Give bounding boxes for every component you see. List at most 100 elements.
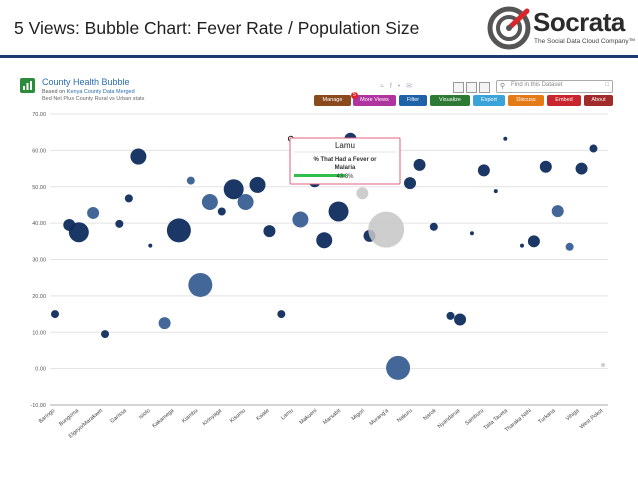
more-views-button[interactable]: More Views: [353, 95, 396, 106]
based-on-link[interactable]: Kenya County Data Merged: [66, 89, 135, 95]
x-tick-label: Samburu: [464, 408, 485, 427]
data-bubble: [413, 158, 426, 171]
y-tick-label: 0.00: [35, 367, 46, 373]
clear-search-icon[interactable]: □: [605, 82, 609, 88]
data-bubble: [148, 243, 153, 248]
y-tick-label: 70.00: [32, 112, 46, 118]
data-bubble: [575, 162, 588, 175]
data-bubble: [565, 242, 574, 251]
data-bubble: [446, 311, 455, 320]
discuss-button[interactable]: Discuss: [508, 95, 544, 106]
tooltip-value-bar: [294, 174, 346, 177]
tooltip-value: 43.3%: [336, 174, 354, 180]
data-bubble: [493, 189, 498, 194]
x-tick-label: Garissa: [109, 407, 128, 424]
dataset-based-on: Based on Kenya County Data Merged: [42, 89, 135, 95]
y-tick-label: 50.00: [32, 185, 46, 191]
data-bubble: [328, 201, 349, 222]
data-bubble: [277, 310, 286, 319]
data-bubble: [115, 219, 124, 228]
data-bubble: [503, 136, 508, 141]
rss-icon[interactable]: ≈: [380, 83, 390, 90]
tooltip-box: [289, 137, 401, 185]
x-tick-label: Kirinyaga: [202, 407, 224, 427]
data-bubble: [469, 231, 474, 236]
y-tick-label: 20.00: [32, 294, 46, 300]
tooltip-metric-line2: Malaria: [335, 165, 356, 171]
data-bubble: [51, 310, 59, 319]
embed-button[interactable]: Embed: [547, 95, 581, 106]
logo-wordmark: Socrata: [533, 7, 625, 37]
search-input[interactable]: Find in this Dataset: [511, 82, 563, 88]
social-share-icons[interactable]: ≈f•✉: [380, 82, 418, 90]
y-tick-label: 40.00: [32, 221, 46, 227]
data-bubble: [101, 330, 110, 339]
dataset-chart-icon: [20, 78, 35, 93]
x-tick-label: West Pokot: [579, 408, 605, 431]
data-bubble: [158, 317, 171, 330]
tooltip-metric-line1: % That Had a Fever or: [313, 157, 377, 163]
facebook-icon[interactable]: f: [389, 83, 398, 90]
x-tick-label: Lamu: [280, 408, 294, 421]
data-bubble: [249, 176, 266, 193]
data-bubble: [124, 194, 133, 203]
grid-view-icon[interactable]: [453, 82, 464, 93]
y-tick-label: 60.00: [32, 148, 46, 154]
data-bubble: [263, 225, 276, 238]
filter-button[interactable]: Filter: [399, 95, 427, 106]
data-bubble: [551, 205, 564, 218]
data-bubble: [527, 235, 540, 248]
twitter-icon[interactable]: •: [397, 83, 407, 90]
manage-button[interactable]: Manage: [314, 95, 351, 106]
list-view-icon[interactable]: [466, 82, 477, 93]
slide-title: 5 Views: Bubble Chart: Fever Rate / Popu…: [14, 18, 420, 38]
page-view-icon[interactable]: [479, 82, 490, 93]
data-bubble: [404, 177, 417, 190]
data-bubble: [368, 211, 405, 248]
x-tick-label: Marsabit: [322, 408, 342, 426]
data-bubble: [454, 313, 467, 326]
data-bubble: [201, 194, 218, 211]
dataset-title[interactable]: County Health Bubble: [42, 77, 130, 87]
data-bubble: [589, 144, 598, 153]
x-tick-label: Murang'a: [369, 407, 391, 427]
x-tick-label: Turkana: [537, 407, 557, 425]
data-bubble: [316, 232, 333, 249]
data-bubble: [186, 176, 195, 185]
data-bubble: [237, 194, 254, 211]
view-mode-toggles[interactable]: [453, 80, 492, 98]
y-tick-label: 30.00: [32, 258, 46, 264]
about-button[interactable]: About: [584, 95, 613, 106]
x-tick-label: Baringo: [38, 408, 56, 425]
visualize-button[interactable]: Visualize: [430, 95, 470, 106]
x-tick-label: Migori: [351, 408, 366, 422]
data-bubble: [356, 187, 369, 200]
logo-tagline: The Social Data Cloud Company™: [534, 38, 636, 45]
search-icon[interactable]: ⚲: [500, 83, 506, 90]
socrata-logo-icon: [487, 6, 531, 50]
data-bubble: [429, 222, 438, 231]
dataset-description: Bed Net Plus County Rural vs Urban stats: [42, 96, 145, 102]
x-tick-label: Nyandarua: [437, 407, 462, 429]
socrata-logo: Socrata The Social Data Cloud Company™: [487, 6, 636, 52]
x-tick-label: Kisumu: [229, 408, 247, 424]
data-bubble: [539, 160, 552, 173]
email-icon[interactable]: ✉: [406, 83, 419, 90]
x-tick-label: Kakamega: [151, 407, 176, 429]
x-tick-label: Vihiga: [565, 407, 581, 422]
x-tick-label: Nakuru: [396, 408, 413, 424]
y-tick-label: 10.00: [32, 330, 46, 336]
export-button[interactable]: Export: [473, 95, 505, 106]
data-bubble: [68, 222, 89, 243]
data-bubble: [386, 355, 411, 380]
x-tick-label: Isiolo: [138, 408, 152, 421]
dataset-search-box[interactable]: ⚲ Find in this Dataset □: [496, 80, 613, 93]
header-rule: [0, 55, 638, 58]
data-bubble: [223, 179, 244, 200]
x-tick-label: Makueni: [299, 408, 319, 426]
based-on-prefix: Based on: [42, 89, 67, 95]
data-bubble: [519, 243, 524, 248]
data-bubble: [217, 207, 226, 216]
x-tick-label: Narok: [422, 408, 437, 422]
